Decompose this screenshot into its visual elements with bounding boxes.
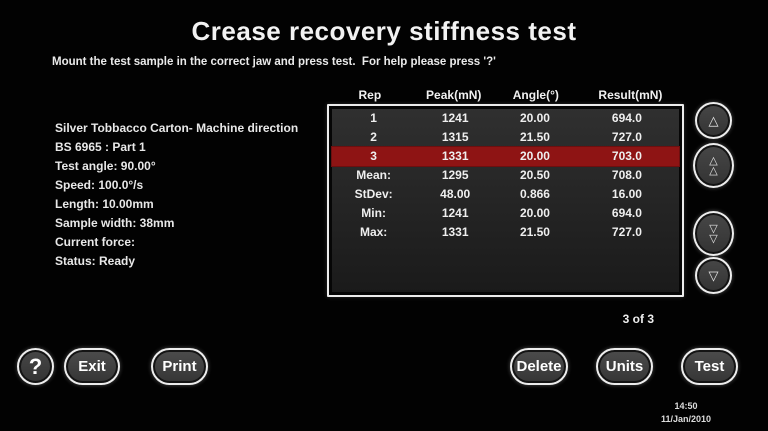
exit-button[interactable]: Exit xyxy=(64,348,120,385)
sample-width: Sample width: 38mm xyxy=(55,216,175,230)
col-header-angle: Angle(°) xyxy=(512,88,559,102)
cell-result: 727.0 xyxy=(611,225,642,239)
sample-name: Silver Tobbacco Carton- Machine directio… xyxy=(55,121,299,135)
col-header-peak: Peak(mN) xyxy=(426,88,482,102)
standard-name: BS 6965 : Part 1 xyxy=(55,140,146,154)
cell-peak: 1331 xyxy=(441,149,469,163)
length: Length: 10.00mm xyxy=(55,197,154,211)
cell-peak: 1295 xyxy=(441,168,469,182)
scroll-down-button[interactable]: ▽ xyxy=(695,257,732,294)
cell-rep: 2 xyxy=(370,130,377,144)
clock: 14:50 11/Jan/2010 xyxy=(644,400,728,426)
cell-rep: Mean: xyxy=(356,168,391,182)
test-angle: Test angle: 90.00° xyxy=(55,159,156,173)
cell-result: 708.0 xyxy=(611,168,642,182)
cell-result: 694.0 xyxy=(611,206,642,220)
cell-angle: 20.50 xyxy=(519,168,550,182)
cell-angle: 20.00 xyxy=(519,111,550,125)
table-row[interactable]: 2 1315 21.50 727.0 xyxy=(332,128,679,147)
col-header-rep: Rep xyxy=(358,88,382,102)
cell-result: 16.00 xyxy=(611,187,642,201)
down-triangle-icon: ▽ xyxy=(708,268,719,283)
clock-time: 14:50 xyxy=(674,401,698,411)
cell-angle: 21.50 xyxy=(519,130,550,144)
table-row: StDev: 48.00 0.866 16.00 xyxy=(332,185,679,204)
table-row: Mean: 1295 20.50 708.0 xyxy=(332,166,679,185)
cell-angle: 20.00 xyxy=(519,149,550,163)
cell-rep: Max: xyxy=(359,225,388,239)
test-button[interactable]: Test xyxy=(681,348,738,385)
cell-rep: 3 xyxy=(370,149,377,163)
cell-result: 703.0 xyxy=(611,149,642,163)
double-down-triangle-icon: ▽ xyxy=(709,222,718,235)
cell-peak: 1241 xyxy=(441,206,469,220)
double-down-triangle-icon: ▽ xyxy=(709,232,718,245)
delete-button[interactable]: Delete xyxy=(510,348,568,385)
table-row[interactable]: 3 1331 20.00 703.0 xyxy=(332,147,679,166)
results-table: 1 1241 20.00 694.0 2 1315 21.50 727.0 3 … xyxy=(327,104,684,297)
cell-angle: 0.866 xyxy=(519,187,550,201)
double-up-triangle-icon: △ xyxy=(709,154,718,167)
print-button[interactable]: Print xyxy=(151,348,208,385)
table-row: Max: 1331 21.50 727.0 xyxy=(332,223,679,242)
double-up-triangle-icon: △ xyxy=(709,164,718,177)
results-table-body: 1 1241 20.00 694.0 2 1315 21.50 727.0 3 … xyxy=(332,109,679,242)
cell-rep: Min: xyxy=(361,206,386,220)
record-counter: 3 of 3 xyxy=(622,312,654,326)
col-header-result: Result(mN) xyxy=(598,88,663,102)
cell-result: 727.0 xyxy=(611,130,642,144)
question-mark-icon: ? xyxy=(28,353,43,379)
cell-peak: 1241 xyxy=(441,111,469,125)
current-force: Current force: xyxy=(55,235,136,249)
table-row[interactable]: 1 1241 20.00 694.0 xyxy=(332,109,679,128)
sample-info-panel: Silver Tobbacco Carton- Machine directio… xyxy=(55,119,298,271)
cell-peak: 1331 xyxy=(441,225,469,239)
clock-date: 11/Jan/2010 xyxy=(660,414,712,424)
instruction-text: Mount the test sample in the correct jaw… xyxy=(52,56,496,68)
scroll-page-up-button[interactable]: △ △ xyxy=(693,143,734,188)
cell-rep: StDev: xyxy=(354,187,393,201)
cell-peak: 1315 xyxy=(441,130,469,144)
results-table-header: Rep Peak(mN) Angle(°) Result(mN) xyxy=(327,88,684,102)
cell-rep: 1 xyxy=(370,111,377,125)
cell-peak: 48.00 xyxy=(440,187,471,201)
speed: Speed: 100.0°/s xyxy=(55,178,144,192)
status-text: Status: Ready xyxy=(55,254,136,268)
cell-angle: 21.50 xyxy=(519,225,550,239)
table-row: Min: 1241 20.00 694.0 xyxy=(332,204,679,223)
scroll-up-button[interactable]: △ xyxy=(695,102,732,139)
units-button[interactable]: Units xyxy=(596,348,653,385)
scroll-page-down-button[interactable]: ▽ ▽ xyxy=(693,211,734,256)
cell-angle: 20.00 xyxy=(519,206,550,220)
up-triangle-icon: △ xyxy=(708,113,719,128)
page-title: Crease recovery stiffness test xyxy=(191,16,577,46)
cell-result: 694.0 xyxy=(611,111,642,125)
help-button[interactable]: ? xyxy=(17,348,54,385)
